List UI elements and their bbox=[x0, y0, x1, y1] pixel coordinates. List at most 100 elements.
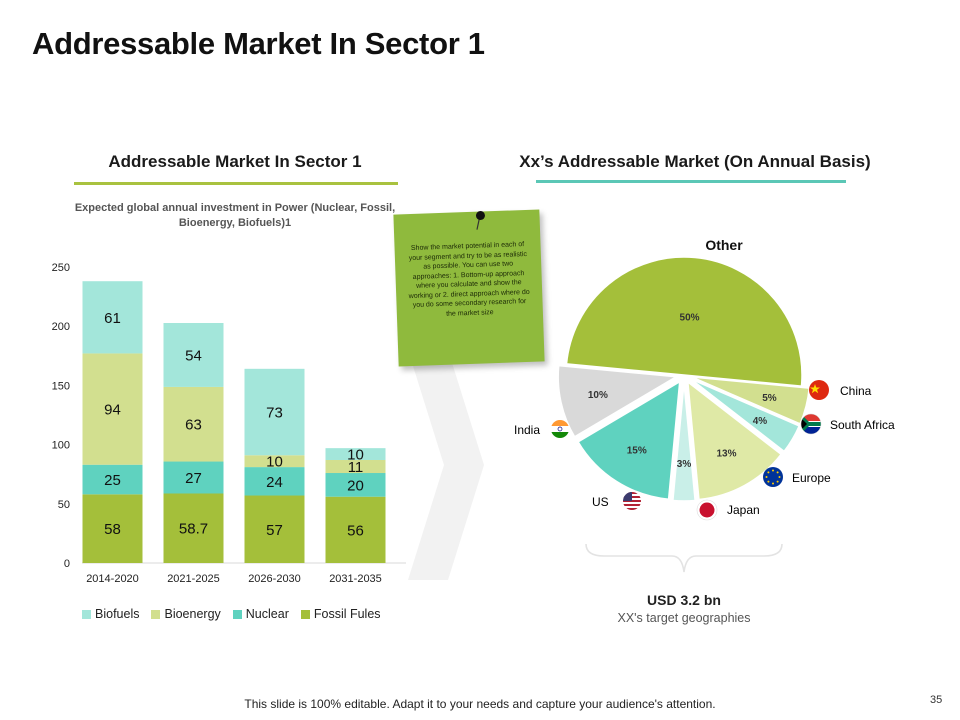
x-tick-label: 2021-2025 bbox=[167, 573, 220, 585]
pie-slice-label: 5% bbox=[762, 393, 777, 404]
x-tick-label: 2014-2020 bbox=[86, 573, 139, 585]
pie-slice-south-africa bbox=[690, 378, 801, 453]
bar-data-label: 25 bbox=[104, 472, 121, 489]
left-panel-divider bbox=[74, 182, 398, 185]
page-number: 35 bbox=[930, 694, 943, 706]
y-tick-label: 200 bbox=[52, 321, 70, 333]
pie-label-japan: Japan bbox=[727, 503, 760, 517]
bar-data-label: 58.7 bbox=[179, 521, 208, 538]
chart-subtitle: Expected global annual investment in Pow… bbox=[74, 202, 396, 229]
left-panel-title: Addressable Market In Sector 1 bbox=[108, 152, 362, 171]
total-market-caption: XX's target geographies bbox=[617, 611, 751, 625]
india-flag-icon bbox=[551, 420, 569, 438]
bar-data-label: 24 bbox=[266, 474, 283, 491]
bar-data-label: 58 bbox=[104, 521, 121, 538]
brace-shape bbox=[585, 543, 783, 573]
bar-segment-nuclear bbox=[163, 461, 224, 494]
bar-segment-bioenergy bbox=[82, 353, 143, 465]
pie-slice-us bbox=[577, 380, 681, 501]
x-tick-label: 2026-2030 bbox=[248, 573, 301, 585]
pie-slice-label: 13% bbox=[717, 448, 737, 459]
legend-swatch bbox=[300, 609, 310, 619]
bar-data-label: 61 bbox=[104, 310, 121, 327]
bar-data-label: 10 bbox=[347, 447, 364, 464]
pie-label-us: US bbox=[592, 495, 609, 509]
legend-swatch bbox=[232, 609, 242, 619]
bar-segment-fossil-fules bbox=[244, 495, 305, 563]
bar-segment-nuclear bbox=[244, 467, 305, 496]
bar-segment-biofuels bbox=[163, 323, 224, 387]
pie-slices: 50% 5% 4% 13% 3% 15% 10% bbox=[557, 256, 811, 502]
bar-segment-bioenergy bbox=[244, 455, 305, 468]
pin-icon bbox=[475, 211, 485, 230]
legend-label: Fossil Fules bbox=[313, 607, 381, 621]
bar-segment-nuclear bbox=[325, 473, 386, 497]
bar-data-label: 63 bbox=[185, 417, 202, 434]
bar-segment-bioenergy bbox=[325, 459, 386, 474]
connector-arrow bbox=[408, 350, 484, 580]
legend-swatch bbox=[82, 609, 91, 619]
bar-segment-bioenergy bbox=[163, 386, 224, 462]
footer-note: This slide is 100% editable. Adapt it to… bbox=[244, 697, 716, 711]
bar-data-label: 11 bbox=[348, 459, 364, 476]
bar-segment-biofuels bbox=[82, 281, 143, 354]
pie-label-china: China bbox=[840, 384, 872, 398]
legend-label: Biofuels bbox=[95, 607, 140, 621]
pie-slice-europe bbox=[686, 380, 783, 501]
south-africa-flag-icon bbox=[800, 413, 822, 435]
bar-segment-fossil-fules bbox=[82, 494, 143, 563]
pie-label-india: India bbox=[514, 423, 540, 437]
y-tick-label: 250 bbox=[52, 262, 70, 274]
bar-segment-biofuels bbox=[325, 448, 386, 460]
legend-item-nuclear: Nuclear bbox=[232, 607, 289, 621]
y-tick-label: 0 bbox=[64, 558, 70, 570]
right-panel-title: Xx’s Addressable Market (On Annual Basis… bbox=[519, 152, 871, 171]
japan-flag-icon bbox=[696, 499, 718, 521]
bar-segment-nuclear bbox=[82, 464, 143, 495]
pie-slice-label: 50% bbox=[680, 312, 700, 323]
bar-data-label: 56 bbox=[347, 522, 364, 539]
bar-data-label: 10 bbox=[266, 454, 283, 471]
china-flag-icon bbox=[809, 380, 829, 400]
slide-title: Addressable Market In Sector 1 bbox=[32, 26, 485, 61]
pie-slice-label: 15% bbox=[627, 446, 647, 457]
sticky-note: Show the market potential in each of you… bbox=[393, 209, 545, 367]
bar-data-label: 57 bbox=[266, 522, 283, 539]
pie-slice-label: 10% bbox=[588, 390, 608, 401]
bar-segment-fossil-fules bbox=[325, 496, 386, 563]
y-tick-label: 150 bbox=[52, 380, 70, 392]
bar-data-label: 73 bbox=[266, 405, 283, 422]
pie-label-europe: Europe bbox=[792, 471, 831, 485]
x-tick-label: 2031-2035 bbox=[329, 573, 382, 585]
bar-data-label: 94 bbox=[104, 402, 121, 419]
bar-segment-fossil-fules bbox=[163, 493, 224, 563]
legend-item-fossil: Fossil Fules bbox=[300, 607, 381, 621]
legend-label: Nuclear bbox=[245, 607, 289, 621]
pie-slice-label: 4% bbox=[753, 416, 768, 427]
connector-arrow-shape bbox=[408, 350, 484, 580]
bar-segment-biofuels bbox=[244, 368, 305, 456]
us-flag-icon bbox=[623, 492, 641, 510]
bar-legend: Biofuels Bioenergy Nuclear Fossil Fules bbox=[82, 607, 381, 621]
y-tick-label: 100 bbox=[52, 440, 70, 452]
pie-slice-india bbox=[557, 364, 679, 438]
right-panel-divider bbox=[536, 180, 846, 183]
x-axis: 2014-2020 2021-2025 2026-2030 2031-2035 bbox=[86, 573, 382, 585]
bar-data-label: 20 bbox=[347, 477, 364, 494]
bar-data-label: 54 bbox=[185, 347, 202, 364]
europe-flag-icon bbox=[763, 467, 783, 487]
legend-swatch bbox=[151, 609, 161, 619]
pie-slice-japan bbox=[672, 382, 696, 502]
stacked-bar-chart: 0 50 100 150 200 250 58 25 94 61 58.7 27 63 54 57 24 10… bbox=[52, 262, 406, 585]
legend-label: Bioenergy bbox=[164, 607, 221, 621]
pie-slice-label: 3% bbox=[677, 459, 692, 470]
total-market-value: USD 3.2 bn bbox=[647, 592, 721, 608]
legend-item-biofuels: Biofuels bbox=[82, 607, 139, 621]
legend-item-bioenergy: Bioenergy bbox=[151, 607, 221, 621]
pie-label-other: Other bbox=[705, 237, 743, 253]
pie-label-south-africa: South Africa bbox=[830, 418, 895, 432]
pie-slice-other bbox=[565, 256, 803, 387]
pie-chart: 50% 5% 4% 13% 3% 15% 10% Other China South Afr… bbox=[514, 237, 895, 521]
bar-data-label: 27 bbox=[185, 470, 202, 487]
